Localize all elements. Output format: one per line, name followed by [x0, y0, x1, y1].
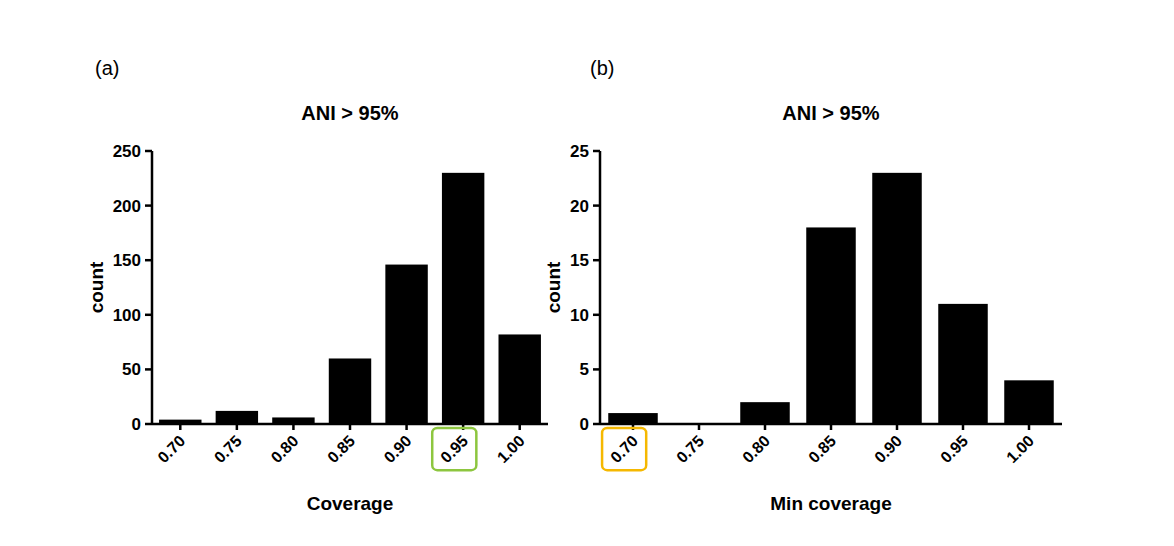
bars [159, 173, 541, 424]
y-tick-label: 100 [113, 306, 141, 325]
title: ANI > 95% [782, 102, 879, 124]
y-tick [593, 314, 600, 317]
x-tick [292, 424, 295, 430]
y-tick-label: 20 [570, 197, 589, 216]
x-tick-label: 0.80 [268, 432, 302, 466]
bar [499, 334, 541, 424]
y-axis [599, 151, 602, 424]
y-tick [145, 204, 152, 207]
x-tick-label: 0.90 [871, 432, 905, 466]
panel-label: (b) [590, 57, 614, 79]
y-tick-label: 0 [580, 415, 589, 434]
x-tick [896, 424, 899, 430]
y-tick-label: 150 [113, 251, 141, 270]
y-tick-label: 15 [570, 251, 589, 270]
highlight-box [432, 428, 476, 470]
x-tick [236, 424, 239, 430]
bar [872, 173, 922, 424]
x-tick-label: 0.80 [739, 432, 773, 466]
x-tick [698, 424, 701, 430]
bar [442, 173, 484, 424]
x-tick [518, 424, 521, 430]
bar [385, 265, 427, 424]
figure: (a)ANI > 95%0501001502002500.700.750.800… [0, 0, 1174, 546]
y-tick [145, 368, 152, 371]
bar [216, 411, 258, 424]
x-tick [349, 424, 352, 430]
panel: (a) ANI > 95% 0 50 100 150 200 250 0.70 0.75 0.80 0… [86, 57, 548, 514]
bar [938, 304, 988, 424]
x-tick-label: 0.75 [673, 432, 707, 466]
y-tick-label: 10 [570, 306, 589, 325]
x-tick-label: 0.70 [154, 432, 188, 466]
x-axis-label: Coverage [307, 493, 394, 514]
x-tick [179, 424, 182, 430]
x-tick [830, 424, 833, 430]
y-tick-label: 250 [113, 142, 141, 161]
title: ANI > 95% [301, 102, 398, 124]
x-tick-label: 0.85 [805, 432, 839, 466]
x-tick [405, 424, 408, 430]
y-tick-label: 5 [580, 360, 589, 379]
bar [1004, 380, 1054, 424]
y-axis-label: count [543, 261, 564, 313]
x-tick-label: 0.95 [937, 432, 971, 466]
x-tick [1028, 424, 1031, 430]
y-axis-label: count [86, 261, 107, 313]
bars [608, 173, 1054, 424]
y-tick-label: 25 [570, 142, 589, 161]
x-tick-label: 1.00 [494, 432, 528, 466]
x-tick-label: 0.95 [437, 432, 471, 466]
x-tick-label: 0.90 [381, 432, 415, 466]
y-tick [145, 423, 152, 426]
y-tick [593, 150, 600, 153]
x-tick-label: 0.85 [324, 432, 358, 466]
y-tick-label: 50 [122, 360, 141, 379]
y-tick [145, 150, 152, 153]
x-axis-label: Min coverage [770, 493, 891, 514]
bar [806, 227, 856, 424]
y-tick [593, 423, 600, 426]
bar [740, 402, 790, 424]
y-tick-label: 200 [113, 197, 141, 216]
y-tick [593, 204, 600, 207]
bar [608, 413, 658, 424]
y-tick [145, 314, 152, 317]
y-axis [151, 151, 154, 424]
panel: (b) ANI > 95% 0 5 10 15 20 25 0.70 0.75 0.80 0.85 0.… [543, 57, 1062, 514]
x-tick-label: 0.75 [211, 432, 245, 466]
panel-label: (a) [95, 57, 119, 79]
x-tick-label: 1.00 [1003, 432, 1037, 466]
y-tick [593, 368, 600, 371]
highlight-box [602, 428, 646, 470]
y-tick [145, 259, 152, 262]
y-tick-label: 0 [132, 415, 141, 434]
x-tick-label: 0.70 [607, 432, 641, 466]
y-tick [593, 259, 600, 262]
x-tick [962, 424, 965, 430]
x-tick [764, 424, 767, 430]
bar [329, 358, 371, 424]
